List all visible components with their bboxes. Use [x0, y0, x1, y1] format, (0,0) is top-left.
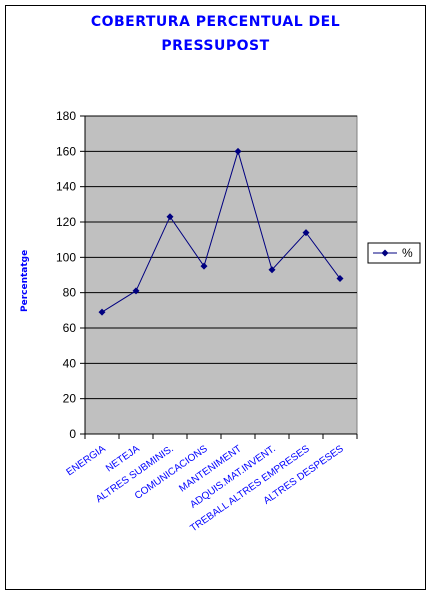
data-point-marker — [132, 287, 140, 295]
y-tick-label: 0 — [69, 427, 76, 441]
plot-area — [84, 115, 358, 435]
data-point-marker — [336, 275, 344, 283]
series-layer — [98, 147, 344, 316]
chart-title-line-1: COBERTURA PERCENTUAL DEL — [90, 14, 341, 30]
legend-marker — [381, 249, 389, 257]
data-point-marker — [268, 266, 276, 274]
data-point-marker — [234, 147, 242, 155]
y-tick-label: 140 — [56, 180, 76, 194]
chart-title-line-2: PRESSUPOST — [161, 38, 270, 54]
data-point-marker — [302, 229, 310, 237]
y-tick-label: 60 — [63, 321, 77, 335]
legend-label: % — [402, 246, 413, 260]
data-point-marker — [98, 308, 106, 316]
y-tick-label: 120 — [56, 215, 76, 229]
y-tick-label: 40 — [63, 356, 77, 370]
series-line — [101, 149, 341, 313]
axes — [80, 115, 358, 439]
y-tick-label: 80 — [63, 286, 77, 300]
y-tick-label: 180 — [56, 109, 76, 123]
legend: % — [367, 242, 421, 264]
gridlines — [85, 115, 357, 400]
x-tick-label: ENERGIA — [65, 443, 108, 478]
data-point-marker — [166, 213, 174, 221]
y-tick-label: 20 — [63, 392, 77, 406]
y-tick-labels: 0 20 40 60 80 100 120 140 160 180 — [56, 109, 76, 441]
y-tick-label: 100 — [56, 250, 76, 264]
data-point-marker — [200, 262, 208, 270]
y-tick-label: 160 — [56, 144, 76, 158]
